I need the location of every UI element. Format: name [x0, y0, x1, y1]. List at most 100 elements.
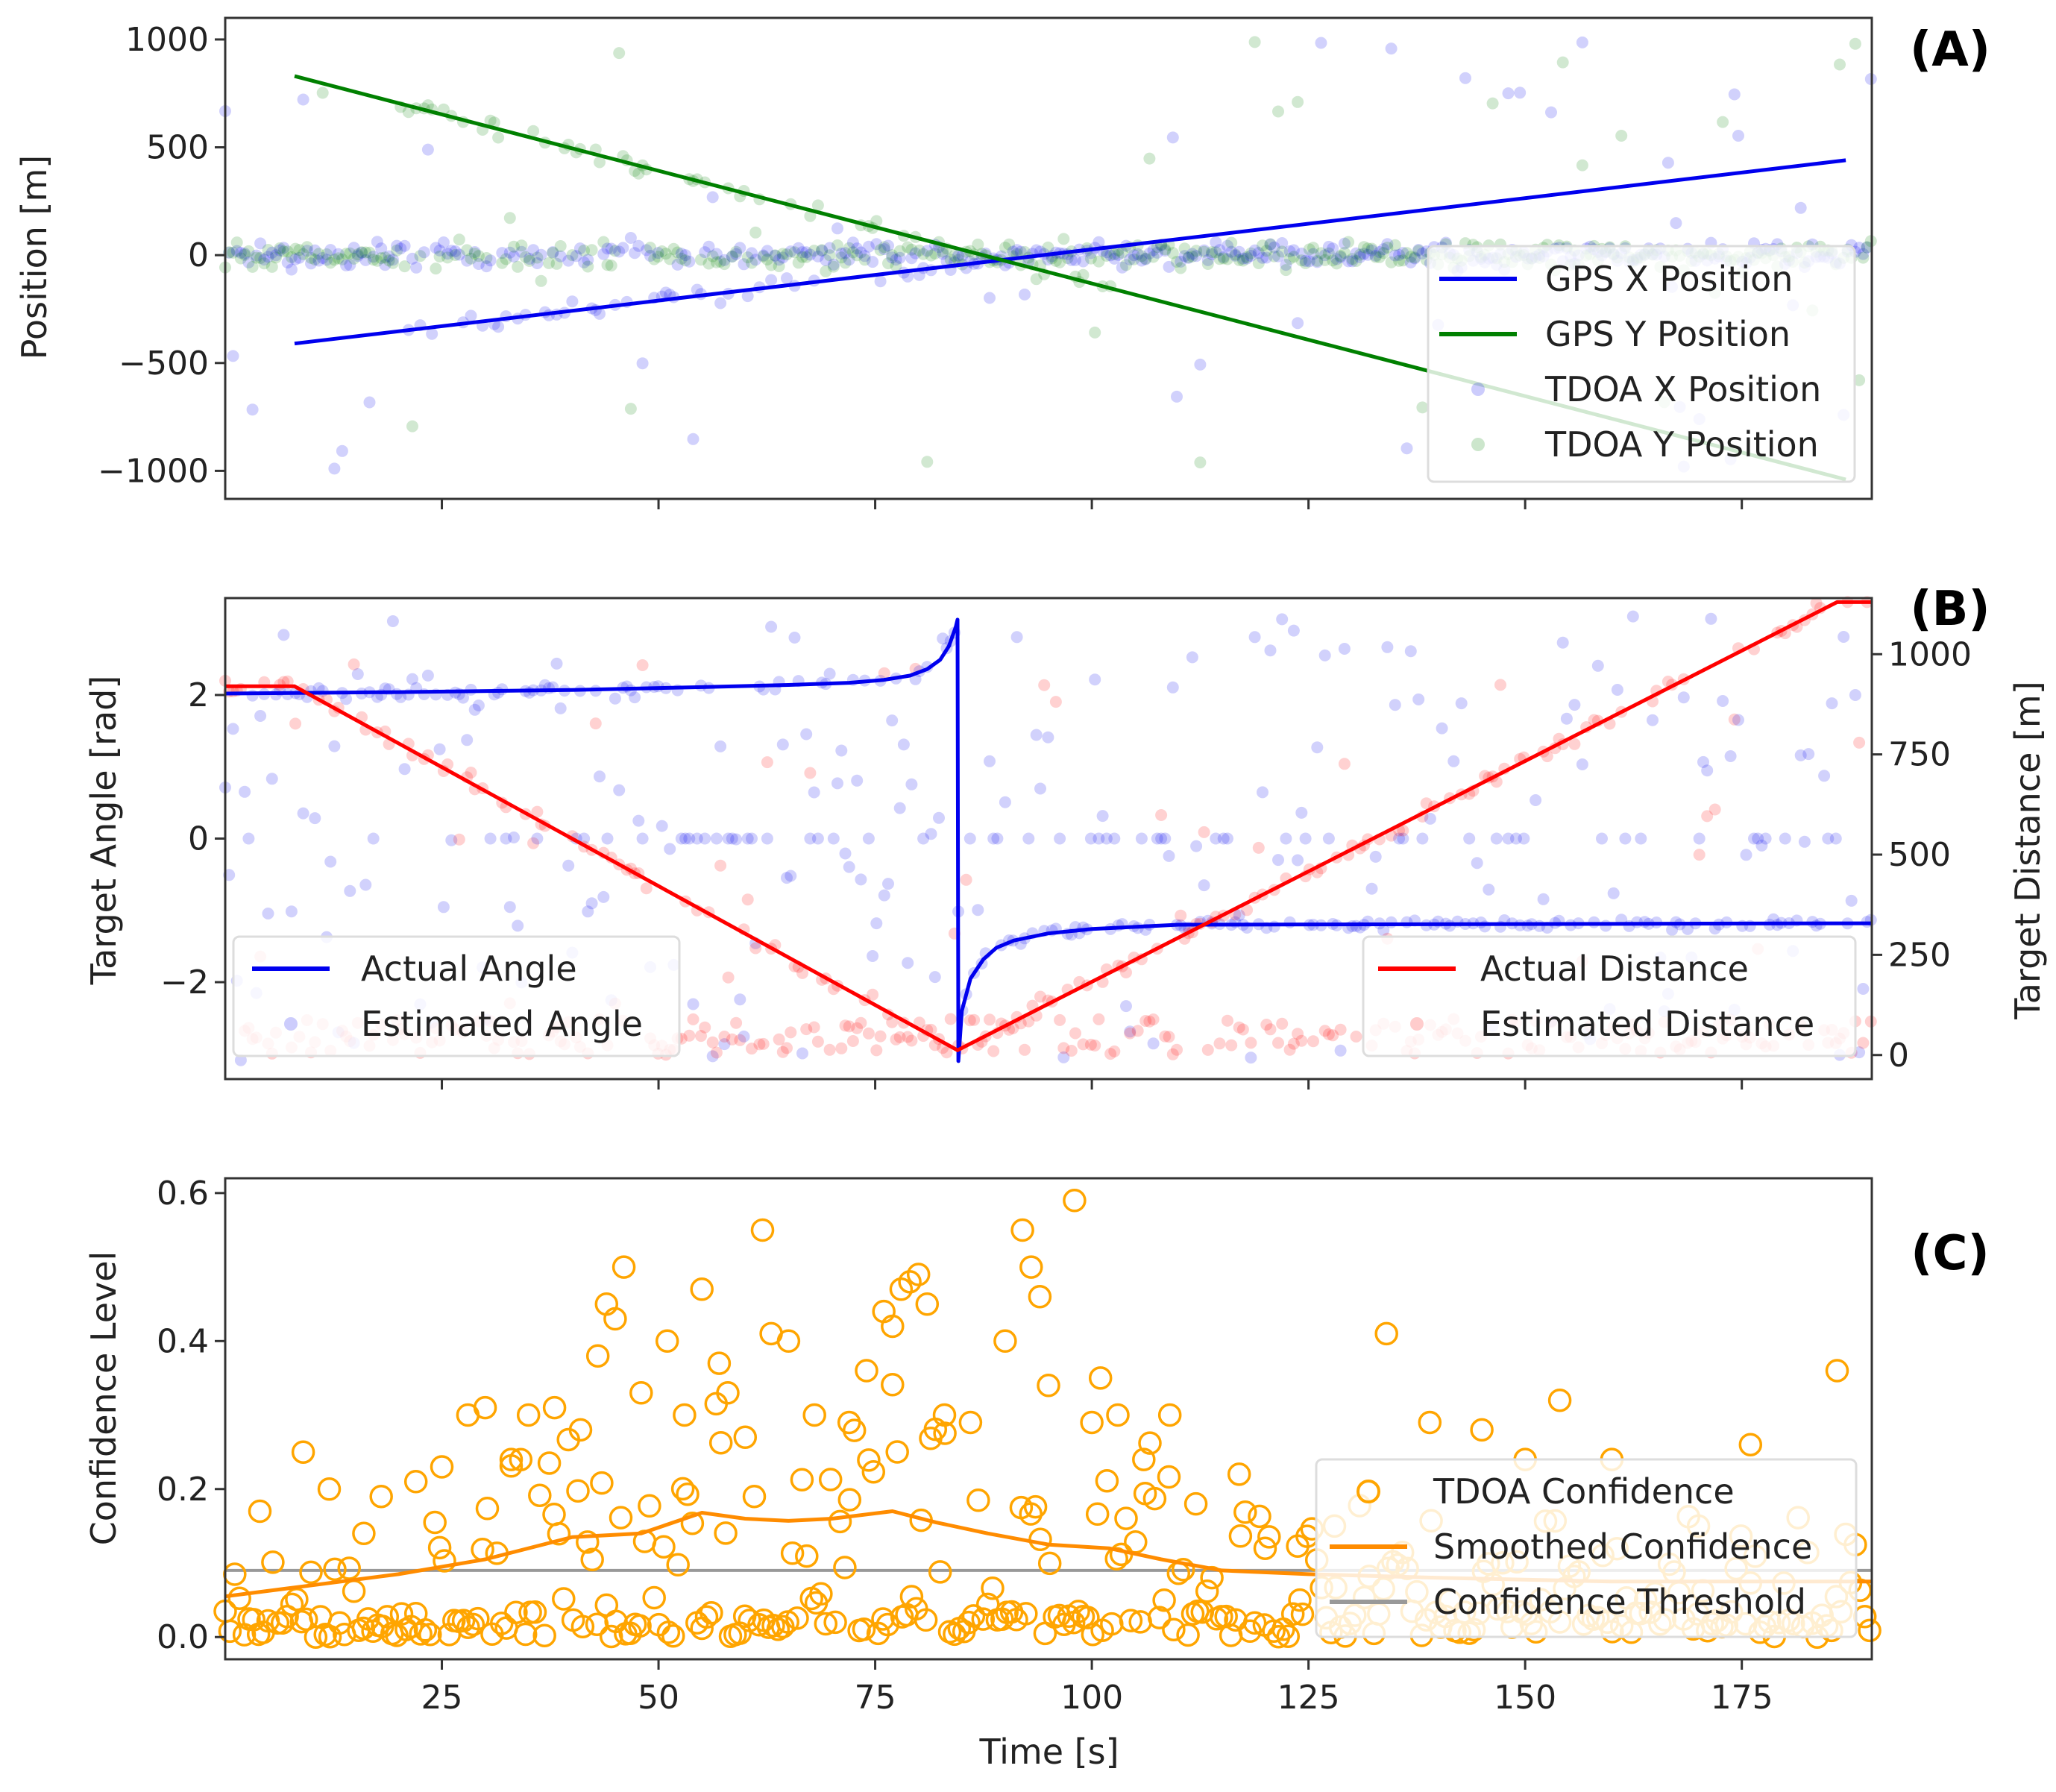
tdoa-point	[1089, 326, 1101, 339]
tdoa-point	[1057, 233, 1070, 245]
tdoa-point	[262, 251, 274, 263]
tdoa-point	[578, 245, 591, 257]
estimated-angle-point	[1120, 1000, 1132, 1013]
tdoa-confidence-point	[656, 1620, 681, 1644]
tdoa-point	[937, 245, 949, 258]
estimated-angle-point	[1857, 983, 1870, 995]
tdoa-confidence-point	[1233, 1500, 1257, 1524]
tdoa-point	[351, 250, 364, 262]
estimated-distance-point	[722, 971, 735, 984]
estimated-distance-point	[800, 1023, 813, 1036]
tdoa-point	[1147, 251, 1160, 263]
tdoa-confidence-point	[1253, 1536, 1277, 1560]
tdoa-point	[1225, 245, 1238, 258]
tdoa-confidence-point	[1114, 1506, 1138, 1530]
tdoa-confidence-point	[1095, 1468, 1119, 1493]
tdoa-point	[1108, 248, 1121, 260]
tdoa-point	[617, 242, 629, 254]
panel-b-yticks-left: −2 0 2	[160, 676, 225, 1002]
estimated-angle-point	[1717, 695, 1729, 707]
tdoa-point	[1252, 247, 1265, 260]
estimated-angle-point	[324, 855, 337, 868]
tdoa-point	[1358, 248, 1370, 260]
estimated-angle-point	[675, 832, 688, 845]
tdoa-point	[1307, 248, 1319, 260]
tdoa-point	[1486, 97, 1499, 110]
tdoa-confidence-point	[499, 1447, 524, 1471]
tdoa-point	[242, 245, 255, 257]
tdoa-point	[902, 270, 914, 283]
tdoa-point	[305, 257, 317, 270]
tdoa-point	[1330, 253, 1343, 265]
estimated-distance-point	[823, 1043, 836, 1056]
estimated-angle-point	[963, 832, 976, 845]
tdoa-confidence-point	[1183, 1491, 1208, 1516]
tdoa-point	[1385, 43, 1398, 55]
estimated-distance-point	[710, 1046, 723, 1059]
tdoa-point	[804, 248, 817, 261]
tdoa-point	[1014, 245, 1027, 258]
estimated-angle-point	[277, 629, 290, 641]
estimated-angle-point	[781, 872, 793, 884]
tdoa-point	[648, 253, 661, 265]
estimated-distance-point	[289, 717, 302, 730]
tdoa-confidence-point	[1157, 1403, 1182, 1427]
tdoa-point	[356, 246, 368, 259]
estimated-distance-point	[1276, 1017, 1289, 1030]
legend-estimated-angle-label: Estimated Angle	[361, 1004, 643, 1044]
estimated-angle-point	[917, 832, 930, 845]
tdoa-point	[652, 251, 664, 263]
tdoa-point	[1213, 253, 1226, 265]
tdoa-point	[1147, 244, 1160, 257]
tdoa-confidence-point	[981, 1576, 1005, 1600]
estimated-distance-point	[1163, 1031, 1175, 1043]
estimated-distance-point	[1089, 1040, 1101, 1051]
tdoa-point	[1241, 251, 1254, 263]
estimated-angle-point	[831, 777, 843, 790]
tdoa-point	[1276, 245, 1289, 258]
y-tick-label: 0.0	[157, 1618, 209, 1656]
tdoa-point	[1545, 106, 1557, 119]
tdoa-confidence-point	[430, 1455, 454, 1479]
panel-c-xticks: 25 50 75 100 125 150 175	[421, 1659, 1773, 1717]
estimated-angle-point	[1210, 832, 1222, 845]
tdoa-point	[816, 245, 829, 257]
estimated-distance-point	[1049, 696, 1062, 708]
estimated-angle-point	[1447, 755, 1460, 767]
tdoa-point	[1514, 87, 1527, 99]
estimated-distance-point	[1708, 803, 1721, 816]
estimated-angle-point	[1705, 612, 1717, 625]
tdoa-point	[503, 246, 516, 259]
tdoa-point	[1670, 217, 1682, 230]
tdoa-point	[1354, 248, 1366, 261]
tdoa-confidence-point	[317, 1477, 342, 1501]
tdoa-confidence-point	[466, 1606, 490, 1631]
estimated-distance-point	[1159, 1030, 1172, 1043]
tdoa-point	[348, 252, 360, 265]
estimated-angle-point	[1292, 854, 1304, 867]
estimated-distance-point	[862, 1027, 875, 1040]
tdoa-point	[316, 87, 329, 99]
estimated-angle-point	[1510, 832, 1522, 845]
estimated-angle-point	[664, 843, 676, 855]
tdoa-point	[851, 249, 864, 262]
estimated-angle-point	[1257, 786, 1269, 799]
tdoa-confidence-point	[375, 1605, 400, 1629]
tdoa-point	[667, 242, 680, 255]
tdoa-point	[1303, 243, 1315, 256]
tdoa-point	[1198, 245, 1210, 258]
tdoa-point	[1556, 56, 1569, 69]
estimated-angle-point	[1311, 741, 1324, 754]
tdoa-confidence-point	[761, 1614, 785, 1638]
tdoa-point	[227, 350, 239, 362]
tdoa-point	[332, 248, 345, 260]
tdoa-point	[769, 249, 782, 262]
tdoa-confidence-point	[427, 1535, 452, 1560]
estimated-angle-point	[297, 807, 309, 820]
tdoa-point	[449, 249, 462, 261]
tdoa-point	[671, 246, 684, 259]
tdoa-point	[1794, 201, 1807, 214]
estimated-angle-point	[1322, 832, 1335, 845]
estimated-distance-point	[968, 1013, 981, 1026]
tdoa-confidence-point	[861, 1459, 886, 1484]
